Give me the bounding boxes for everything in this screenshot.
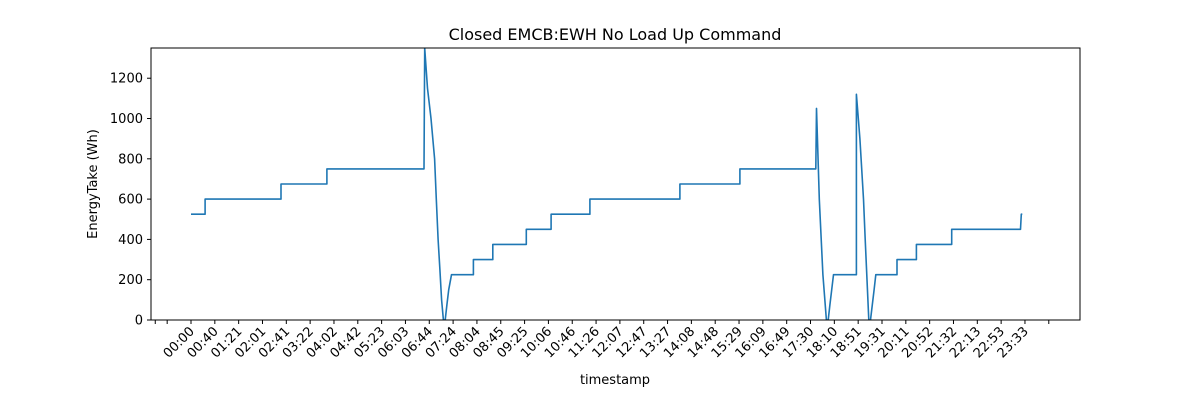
y-axis-title: EnergyTake (Wh) bbox=[86, 129, 101, 239]
y-tick-label: 600 bbox=[118, 193, 143, 208]
y-tick-label: 800 bbox=[118, 152, 143, 167]
y-tick-label: 1000 bbox=[110, 112, 143, 127]
y-tick-label: 400 bbox=[118, 233, 143, 248]
y-tick-label: 0 bbox=[135, 314, 143, 329]
y-tick-label: 1200 bbox=[110, 72, 143, 87]
y-tick-label: 200 bbox=[118, 273, 143, 288]
y-axis: 0 200 400 600 800 1000 1200 bbox=[110, 72, 151, 329]
plot-frame bbox=[150, 47, 1081, 321]
x-axis: 00:0000:4001:2102:0102:4103:2204:0204:42… bbox=[154, 320, 1050, 361]
series-line-0 bbox=[191, 48, 1023, 320]
plot-area bbox=[150, 47, 1081, 321]
x-axis-title: timestamp bbox=[580, 373, 650, 388]
chart-title: Closed EMCB:EWH No Load Up Command bbox=[449, 25, 782, 44]
